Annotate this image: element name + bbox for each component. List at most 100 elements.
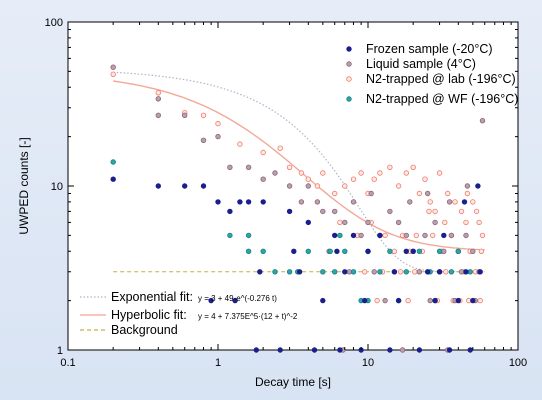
lab-point xyxy=(342,183,348,189)
legend: Frozen sample (-20°C) Liquid sample (4°C… xyxy=(346,42,518,106)
x-tick-label: 10 xyxy=(362,357,374,369)
wf-point xyxy=(387,248,393,254)
liquid-point xyxy=(432,219,438,226)
lab-point xyxy=(463,219,469,226)
legend-equation-hyperbolic: y = 4 + 7.375E^5·(12 + t)^-2 xyxy=(198,312,298,321)
frozen-point xyxy=(286,208,293,215)
wf-point xyxy=(337,232,343,239)
lab-point xyxy=(422,176,428,182)
lab-point xyxy=(473,208,480,215)
liquid-point xyxy=(320,208,326,215)
liquid-point xyxy=(446,199,453,205)
lab-point xyxy=(410,164,416,170)
lab-point xyxy=(397,269,404,275)
liquid-point xyxy=(155,96,161,102)
frozen-point xyxy=(110,176,116,182)
frozen-point xyxy=(416,347,423,353)
liquid-point xyxy=(245,164,252,170)
liquid-point xyxy=(155,112,161,118)
liquid-point xyxy=(365,219,371,226)
x-tick-label: 1 xyxy=(215,357,221,369)
lab-point xyxy=(350,176,357,182)
liquid-point xyxy=(448,232,455,239)
lab-point xyxy=(215,120,221,127)
legend-marker-wf xyxy=(346,96,352,102)
liquid-point xyxy=(427,297,433,304)
x-tick-label: 0.1 xyxy=(60,357,75,369)
liquid-point xyxy=(371,269,377,275)
wf-point xyxy=(327,248,333,254)
lab-point xyxy=(155,90,161,96)
frozen-point xyxy=(332,232,338,239)
lab-point xyxy=(277,145,283,151)
y-tick-label: 100 xyxy=(45,17,63,29)
frozen-point xyxy=(181,183,188,189)
liquid-point xyxy=(358,232,364,239)
wf-point xyxy=(260,248,266,254)
lab-point xyxy=(200,112,207,118)
wf-point xyxy=(332,269,338,275)
frozen-point xyxy=(320,297,326,304)
frozen-point xyxy=(387,347,393,353)
frozen-point xyxy=(260,199,266,205)
lab-point xyxy=(314,183,321,189)
lab-point xyxy=(445,190,451,197)
lab-point xyxy=(477,297,483,304)
lab-point xyxy=(432,208,438,215)
frozen-point xyxy=(257,269,263,275)
frozen-point xyxy=(436,269,443,275)
wf-point xyxy=(227,232,233,239)
liquid-point xyxy=(272,170,278,176)
frozen-point xyxy=(391,269,398,275)
wf-point xyxy=(110,159,116,165)
frozen-point xyxy=(245,199,252,205)
liquid-point xyxy=(470,248,476,254)
lab-point xyxy=(371,176,377,182)
legend-equation-exponential: y = 3 + 49·e^(-0.276 t) xyxy=(198,294,277,303)
lab-point xyxy=(416,190,423,197)
liquid-point xyxy=(350,199,357,205)
liquid-point xyxy=(425,190,431,197)
liquid-point xyxy=(342,219,348,226)
liquid-point xyxy=(181,112,188,118)
legend-entry-background: Background xyxy=(111,323,178,337)
lab-point xyxy=(320,170,326,176)
y-tick-label: 10 xyxy=(51,181,63,193)
liquid-point xyxy=(298,199,305,205)
lab-point xyxy=(387,164,393,170)
lab-point xyxy=(426,208,432,215)
frozen-point xyxy=(227,208,233,215)
frozen-point xyxy=(342,269,348,275)
frozen-point xyxy=(362,297,368,304)
frozen-point xyxy=(350,232,357,239)
wf-point xyxy=(436,248,443,254)
legend-marker-liquid xyxy=(346,61,352,67)
frozen-point xyxy=(395,297,402,304)
liquid-point xyxy=(286,183,293,189)
x-axis-label: Decay time [s] xyxy=(255,375,331,389)
frozen-point xyxy=(410,248,416,254)
frozen-point xyxy=(403,248,409,254)
frozen-point xyxy=(467,347,473,353)
lab-point xyxy=(442,219,448,226)
frozen-point xyxy=(470,297,476,304)
lab-point xyxy=(382,232,388,239)
frozen-point xyxy=(432,297,438,304)
legend-marker-lab xyxy=(346,76,352,82)
legend-entry-hyperbolic: Hyperbolic fit: xyxy=(111,308,187,322)
frozen-point xyxy=(291,248,297,254)
lab-point xyxy=(478,248,485,254)
wf-point xyxy=(245,248,252,254)
wf-point xyxy=(403,269,409,275)
liquid-point xyxy=(407,199,413,205)
data-points xyxy=(110,64,486,353)
lab-point xyxy=(237,141,243,147)
liquid-point xyxy=(260,176,266,182)
y-tick-label: 1 xyxy=(57,345,63,357)
wf-point xyxy=(455,248,461,254)
legend-entry-exponential: Exponential fit: xyxy=(111,290,193,304)
frozen-point xyxy=(232,297,238,304)
liquid-point xyxy=(463,232,469,239)
